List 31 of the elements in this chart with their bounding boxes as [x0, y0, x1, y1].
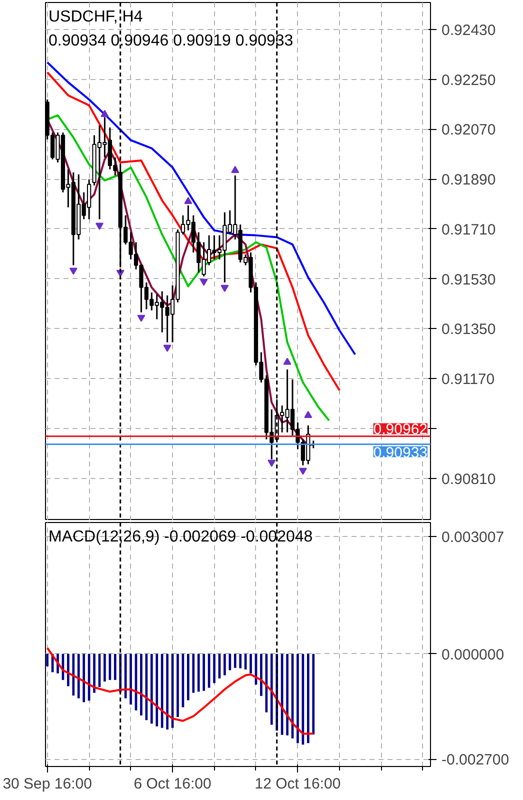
point: [298, 468, 307, 475]
point: [95, 222, 104, 230]
y-tick-label: 0.91170: [442, 371, 495, 388]
ref-line-label: 0.90933: [373, 444, 428, 462]
y-tick-label: 0.92430: [442, 22, 496, 39]
y-tick-label: 0.000000: [442, 646, 504, 664]
point: [200, 278, 208, 286]
point: [69, 268, 78, 275]
y-tick-label: 0.91710: [442, 221, 496, 238]
y-tick-label: 0.91530: [442, 271, 496, 288]
y-tick-label: 0.91890: [442, 172, 496, 189]
ref-line-label: 0.90962: [373, 421, 428, 438]
x-tick-label: 12 Oct 16:00: [254, 776, 341, 792]
point: [268, 460, 276, 467]
chart-title: MACD(12,26,9) -0.002069 -0.002048: [48, 528, 313, 546]
point: [137, 314, 146, 322]
y-tick-label: 0.92070: [442, 122, 496, 139]
line-series: [46, 647, 314, 735]
point: [220, 284, 229, 292]
line-series: [46, 71, 340, 392]
x-tick-label: 30 Sep 16:00: [2, 776, 92, 792]
y-tick-label: 0.003007: [442, 529, 504, 546]
line-series: [46, 61, 356, 356]
text: 0.90934 0.90946 0.90919 0.90933: [48, 32, 294, 50]
y-tick-label: 0.90810: [442, 470, 496, 488]
y-tick-label: 0.92250: [442, 72, 496, 89]
point: [163, 344, 172, 352]
chart-title: USDCHF, H4: [48, 8, 143, 26]
x-tick-label: 6 Oct 16:00: [134, 776, 212, 792]
y-tick-label: -0.002700: [442, 752, 510, 769]
y-tick-label: 0.91350: [442, 321, 496, 338]
